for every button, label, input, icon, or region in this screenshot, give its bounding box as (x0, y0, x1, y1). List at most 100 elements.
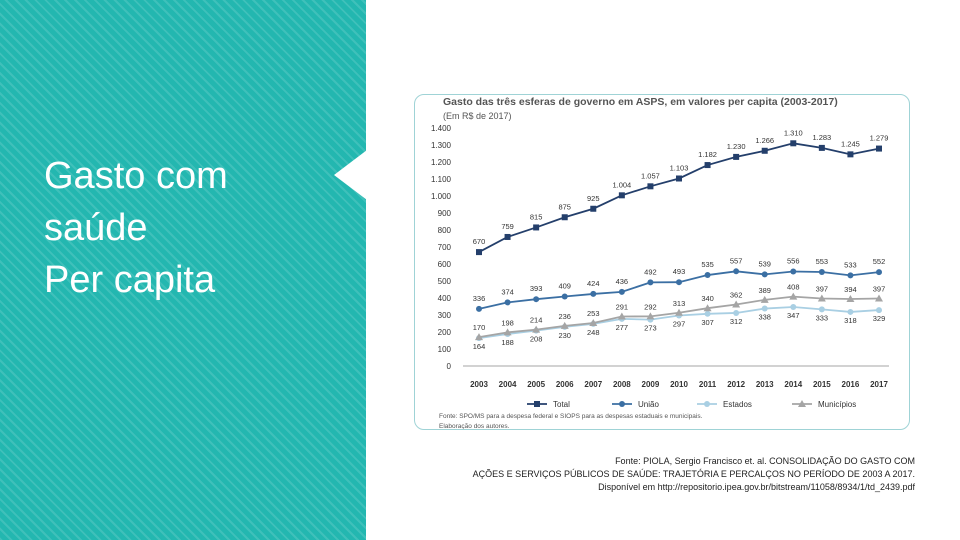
y-tick-label: 100 (438, 345, 452, 354)
panel-notch (334, 150, 367, 200)
x-tick-label: 2007 (584, 380, 602, 389)
data-point (790, 304, 797, 311)
x-tick-label: 2017 (870, 380, 888, 389)
data-label: 253 (587, 309, 600, 318)
chart-subtitle: (Em R$ de 2017) (443, 111, 512, 121)
data-label: 338 (758, 313, 771, 322)
data-point (761, 271, 768, 278)
data-label: 236 (558, 312, 571, 321)
data-label: 1.266 (755, 136, 774, 145)
data-label: 230 (558, 331, 571, 340)
data-point (675, 308, 683, 316)
legend-label: Total (553, 400, 570, 409)
data-label: 291 (616, 303, 629, 312)
x-tick-label: 2008 (613, 380, 631, 389)
data-label: 533 (844, 260, 857, 269)
y-tick-label: 800 (438, 226, 452, 235)
data-label: 535 (701, 260, 714, 269)
data-point (561, 293, 568, 300)
data-label: 436 (616, 277, 629, 286)
data-point (704, 310, 711, 317)
data-label: 292 (644, 302, 657, 311)
y-tick-label: 1.400 (431, 124, 452, 133)
x-tick-label: 2013 (756, 380, 774, 389)
data-point (618, 288, 625, 295)
data-point (876, 145, 882, 152)
data-point (647, 279, 654, 286)
data-label: 1.283 (812, 133, 831, 142)
x-tick-label: 2015 (813, 380, 831, 389)
data-label: 1.004 (612, 180, 631, 189)
chart-footnote: Elaboração dos autores. (439, 423, 510, 430)
data-point (733, 268, 740, 275)
data-point (733, 309, 740, 316)
slide-title-line-2: saúde (44, 207, 148, 249)
slide-title-line-3: Per capita (44, 259, 216, 301)
data-label: 493 (673, 267, 686, 276)
data-point (818, 144, 825, 151)
line-chart: Gasto das três esferas de governo em ASP… (431, 96, 889, 430)
y-tick-label: 0 (447, 362, 452, 371)
data-label: 1.103 (670, 163, 689, 172)
data-point (847, 272, 854, 279)
data-label: 318 (844, 316, 857, 325)
data-point (589, 318, 598, 326)
chart-title: Gasto das três esferas de governo em ASP… (443, 96, 838, 108)
data-point (533, 296, 540, 303)
data-point (503, 328, 512, 336)
data-label: 312 (730, 317, 743, 326)
data-label: 424 (587, 279, 600, 288)
slide-title-line-1: Gasto com (44, 155, 228, 197)
data-label: 925 (587, 194, 600, 203)
data-label: 759 (501, 222, 514, 231)
legend-marker (619, 401, 625, 407)
y-tick-label: 400 (438, 294, 452, 303)
data-label: 164 (473, 342, 486, 351)
y-tick-label: 600 (438, 260, 452, 269)
x-tick-label: 2009 (642, 380, 660, 389)
data-label: 1.310 (784, 128, 803, 137)
series-line-total (478, 142, 880, 253)
data-label: 1.230 (727, 142, 746, 151)
data-label: 277 (616, 323, 629, 332)
data-label: 248 (587, 328, 600, 337)
data-point (560, 321, 569, 329)
y-tick-label: 700 (438, 243, 452, 252)
data-point (847, 151, 854, 158)
data-label: 313 (673, 299, 686, 308)
data-point (876, 269, 882, 276)
data-label: 393 (530, 284, 543, 293)
x-tick-label: 2006 (556, 380, 574, 389)
data-point (847, 308, 854, 315)
data-label: 408 (787, 283, 800, 292)
source-line-2: AÇÕES E SERVIÇOS PÚBLICOS DE SAÚDE: TRAJ… (472, 469, 915, 479)
legend-label: Estados (723, 400, 752, 409)
data-point (846, 295, 855, 303)
data-label: 394 (844, 285, 857, 294)
data-label: 556 (787, 256, 800, 265)
data-point (790, 140, 797, 147)
data-point (703, 304, 712, 312)
x-tick-label: 2005 (527, 380, 545, 389)
data-label: 362 (730, 290, 743, 299)
data-label: 214 (530, 316, 543, 325)
legend-label: União (638, 400, 659, 409)
data-label: 1.279 (870, 134, 889, 143)
data-point (647, 183, 654, 190)
data-label: 552 (873, 257, 886, 266)
data-label: 329 (873, 314, 886, 323)
data-label: 539 (758, 259, 771, 268)
data-label: 409 (558, 281, 571, 290)
data-label: 208 (530, 335, 543, 344)
source-line-3: Disponível em http://repositorio.ipea.go… (598, 482, 915, 492)
data-label: 553 (816, 257, 829, 266)
x-tick-label: 2012 (727, 380, 745, 389)
data-point (790, 268, 797, 275)
x-tick-label: 2016 (842, 380, 860, 389)
data-point (760, 295, 769, 303)
legend-marker (798, 400, 806, 407)
data-point (533, 224, 540, 231)
data-point (646, 312, 655, 320)
data-label: 336 (473, 294, 486, 303)
data-label: 492 (644, 267, 657, 276)
